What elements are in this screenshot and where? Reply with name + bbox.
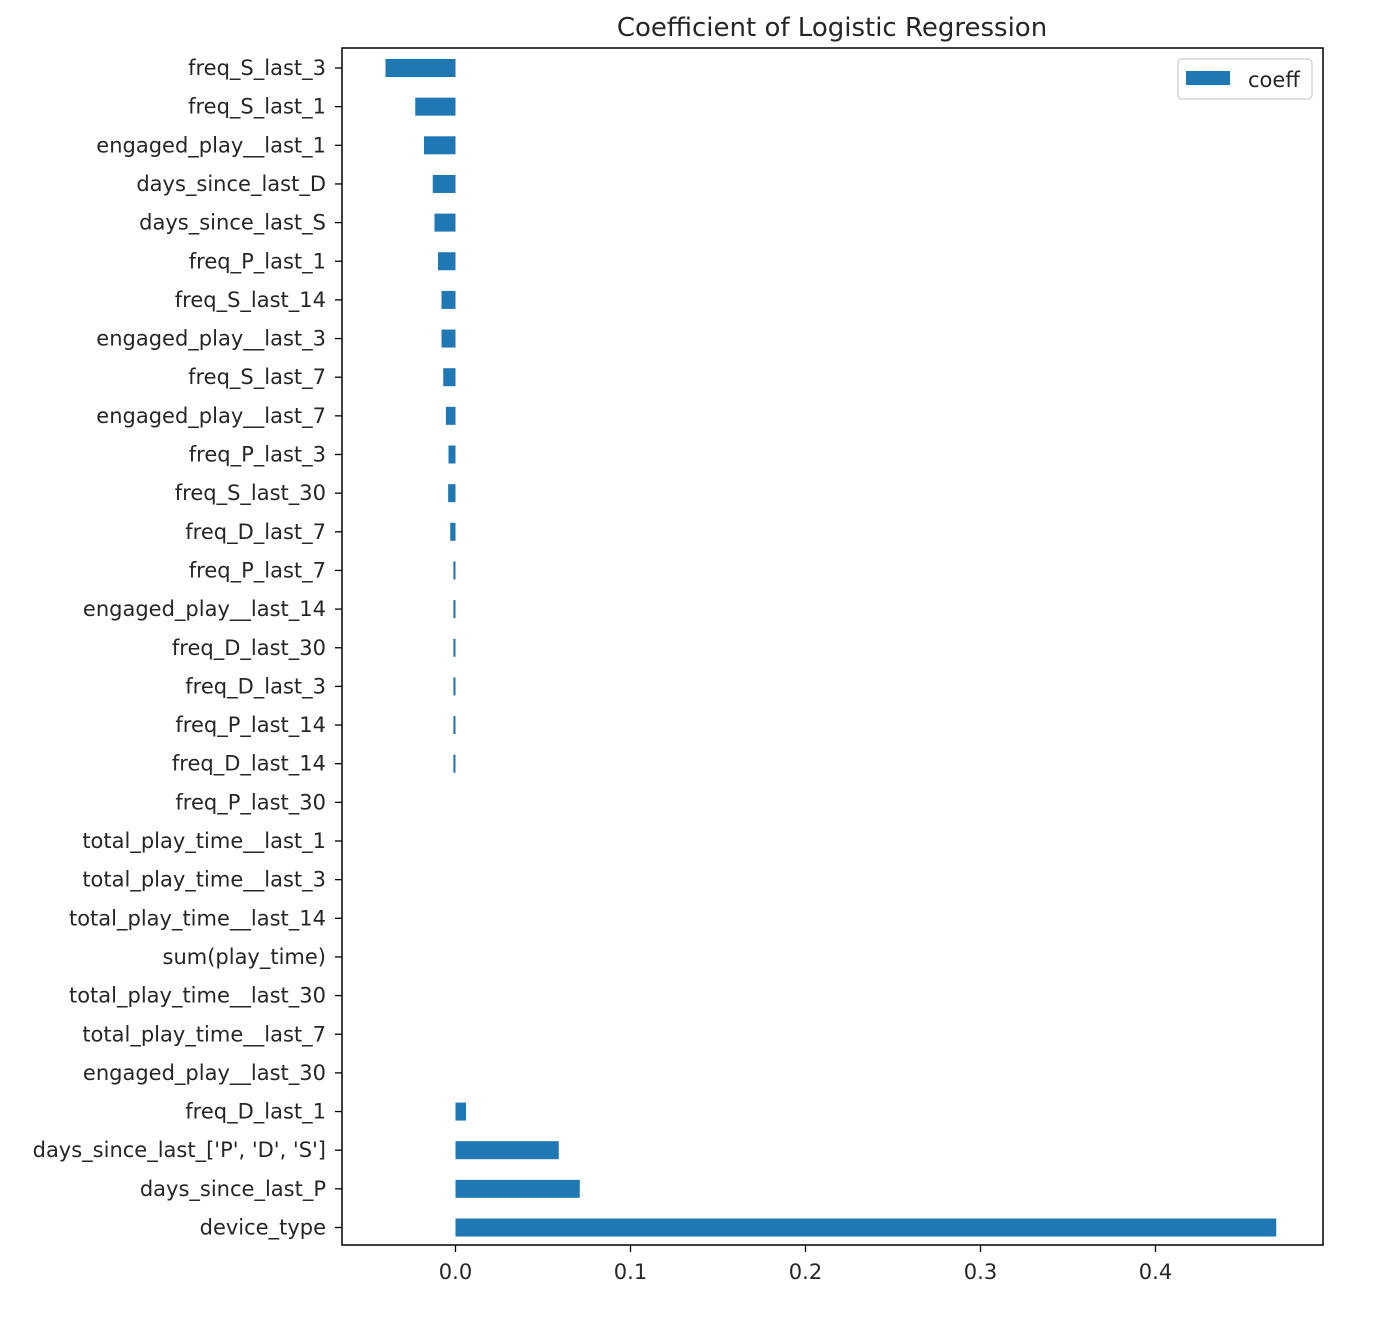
y-tick-label: freq_P_last_3: [189, 443, 326, 468]
bar: [385, 59, 456, 77]
y-tick-label: days_since_last_S: [139, 211, 326, 236]
y-tick-label: freq_D_last_14: [172, 752, 326, 777]
y-tick-label: engaged_play__last_7: [96, 404, 326, 429]
y-tick-label: engaged_play__last_30: [83, 1061, 326, 1086]
x-tick-label: 0.1: [614, 1260, 647, 1284]
y-tick-label: freq_S_last_1: [188, 95, 326, 120]
bar: [434, 213, 456, 232]
legend-swatch: [1186, 71, 1230, 85]
y-tick-label: total_play_time__last_3: [82, 868, 326, 893]
y-tick-label: freq_S_last_30: [175, 481, 326, 506]
bar: [441, 329, 456, 348]
bar: [453, 677, 456, 696]
y-tick-label: days_since_last_['P', 'D', 'S']: [33, 1138, 326, 1163]
x-tick-label: 0.4: [1139, 1260, 1172, 1284]
chart-title: Coefficient of Logistic Regression: [617, 13, 1047, 43]
y-tick-label: freq_D_last_30: [172, 636, 326, 661]
x-tick-label: 0.3: [964, 1260, 997, 1284]
bar: [424, 136, 456, 155]
y-tick-label: total_play_time__last_1: [82, 829, 326, 854]
bar: [448, 484, 456, 503]
y-tick-label: engaged_play__last_3: [96, 327, 326, 352]
bar: [455, 1102, 466, 1121]
y-tick-label: total_play_time__last_7: [82, 1022, 326, 1047]
y-tick-label: freq_D_last_1: [185, 1100, 326, 1125]
bar: [441, 290, 456, 309]
legend: coeff: [1177, 58, 1313, 100]
y-tick-label: freq_P_last_30: [175, 790, 326, 815]
bar: [455, 1218, 1277, 1237]
bar: [453, 561, 456, 580]
y-tick-label: freq_S_last_3: [188, 56, 326, 81]
bar: [453, 754, 456, 773]
bar: [453, 716, 456, 735]
y-tick-label: days_since_last_D: [136, 172, 326, 197]
x-tick-label: 0.0: [439, 1260, 472, 1284]
y-tick-label: freq_S_last_14: [175, 288, 326, 313]
y-tick-label: days_since_last_P: [140, 1177, 326, 1202]
x-axis: 0.0 0.1 0.2 0.3 0.4: [439, 1245, 1172, 1284]
plot-frame: [341, 47, 1324, 1246]
y-tick-label: total_play_time__last_30: [69, 984, 326, 1009]
y-tick-label: total_play_time__last_14: [69, 906, 326, 931]
y-tick-label: freq_P_last_14: [175, 713, 326, 738]
y-tick-label: freq_P_last_1: [189, 249, 326, 274]
y-tick-label: freq_S_last_7: [188, 365, 326, 390]
bar: [438, 252, 456, 271]
bar: [450, 522, 456, 541]
bar: [415, 97, 456, 116]
legend-label: coeff: [1248, 68, 1300, 92]
y-tick-label: freq_D_last_3: [185, 674, 326, 699]
y-tick-label: device_type: [200, 1216, 326, 1241]
legend-box: [1177, 58, 1313, 100]
bar: [432, 174, 456, 193]
y-tick-label: engaged_play__last_1: [96, 133, 326, 158]
bar: [453, 600, 456, 619]
y-tick-label: freq_D_last_7: [185, 520, 326, 545]
y-axis: freq_S_last_3 freq_S_last_1 engaged_play__…: [33, 56, 342, 1241]
bar: [445, 406, 456, 425]
y-tick-label: sum(play_time): [163, 945, 327, 970]
bar: [455, 1141, 559, 1160]
y-tick-label: engaged_play__last_14: [83, 597, 326, 622]
y-tick-label: freq_P_last_7: [189, 558, 326, 583]
bar: [448, 445, 456, 464]
bar: [453, 638, 456, 657]
x-tick-label: 0.2: [789, 1260, 822, 1284]
bars: [385, 59, 1277, 1237]
bar: [443, 368, 456, 387]
bar: [455, 1179, 580, 1198]
